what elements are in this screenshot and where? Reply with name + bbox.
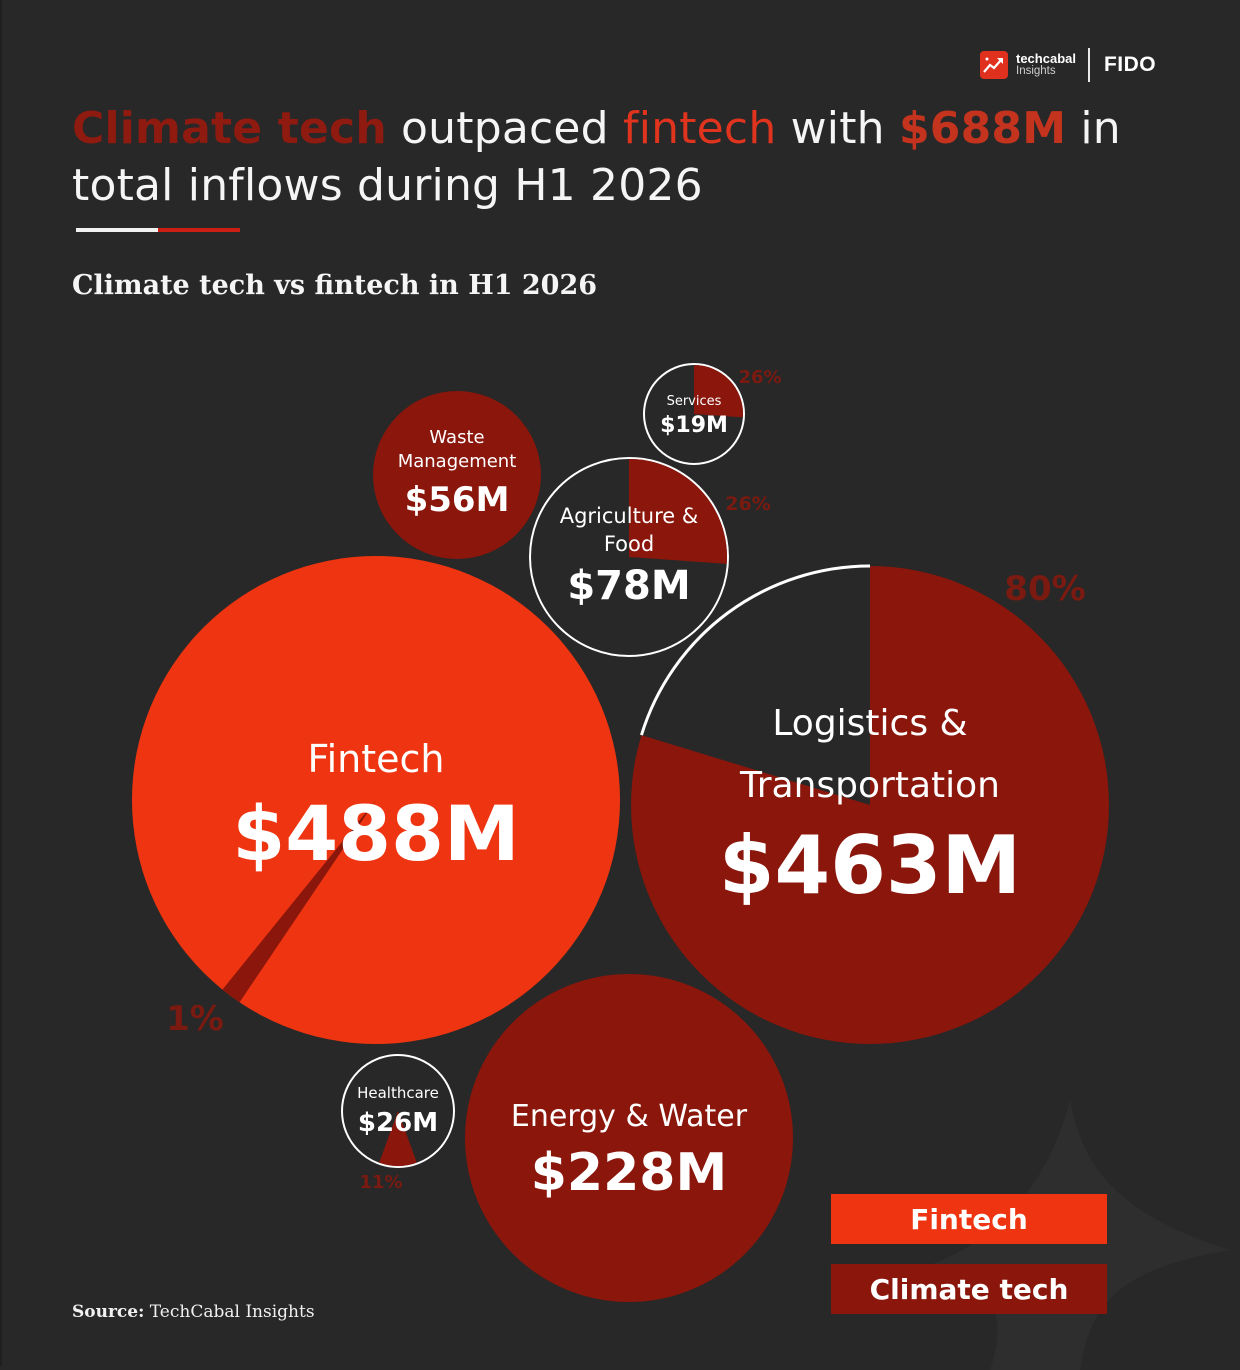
bubble-services-label: Services — [667, 394, 722, 409]
headline-part-amount: $688M — [898, 103, 1067, 154]
bubble-healthcare-value: $26M — [358, 1108, 438, 1138]
bubble-agriculture-value: $78M — [567, 563, 690, 609]
bubble-fintech-share-wedge — [222, 800, 376, 1003]
brand-lockup: techcabal Insights FIDO — [980, 48, 1156, 82]
bubble-logistics-outline — [640, 564, 871, 736]
bubble-healthcare-share-wedge — [379, 1111, 417, 1166]
bubble-energy — [465, 974, 793, 1302]
legend-climate-tech: Climate tech — [831, 1264, 1107, 1314]
source-text: TechCabal Insights — [144, 1302, 315, 1322]
brand-text: techcabal Insights — [1016, 52, 1076, 78]
bubble-services-share-wedge — [694, 365, 743, 418]
bubble-fintech-share-label: 1% — [166, 999, 224, 1039]
bubble-waste-value: $56M — [405, 480, 510, 520]
brand-divider — [1087, 48, 1090, 82]
headline-underline-red — [158, 228, 240, 232]
techcabal-logo-icon — [980, 51, 1008, 79]
bubble-fintech-label: Fintech — [308, 737, 445, 781]
bubble-agriculture-share-label: 26% — [725, 493, 770, 515]
bubble-fintech-value: $488M — [232, 789, 519, 878]
partner-logo: FIDO — [1103, 53, 1157, 76]
headline-part-4: with — [776, 103, 899, 154]
bubble-services-share-label: 26% — [738, 367, 781, 388]
headline-part-6: in total inflows during H1 2026 — [72, 103, 1121, 211]
bubble-logistics-value: $463M — [719, 819, 1021, 912]
headline-part-fintech: fintech — [623, 103, 777, 154]
bubble-logistics-share-label: 80% — [1004, 569, 1085, 609]
source-label: Source: — [72, 1302, 145, 1322]
chart-subtitle: Climate tech vs fintech in H1 2026 — [72, 270, 598, 301]
bubble-agriculture-label-line: Food — [604, 532, 654, 556]
headline-part-climate: Climate tech — [72, 103, 387, 154]
frame-edge — [0, 0, 2, 1366]
bubble-energy-value: $228M — [531, 1143, 727, 1203]
bubble-agriculture-share-wedge — [629, 459, 727, 564]
bubble-agriculture-label-line: Agriculture & — [560, 504, 699, 528]
brand-name: techcabal — [1016, 51, 1076, 66]
bubble-waste — [373, 391, 541, 559]
bubble-waste-label-line: Management — [398, 451, 517, 472]
headline-part-2: outpaced — [386, 103, 623, 154]
brand-sub: Insights — [1016, 65, 1056, 77]
headline-underline-white — [76, 228, 158, 232]
headline: Climate tech outpaced fintech with $688M… — [72, 100, 1152, 214]
bubble-healthcare-label: Healthcare — [357, 1084, 439, 1102]
bubble-services-value: $19M — [660, 413, 728, 438]
source-note: Source: TechCabal Insights — [72, 1302, 315, 1322]
bubble-logistics-label-line: Logistics & — [772, 703, 967, 744]
bubble-healthcare-share-label: 11% — [359, 1172, 402, 1193]
bubble-logistics-remainder — [640, 565, 870, 805]
bubble-logistics-label-line: Transportation — [739, 765, 1000, 806]
legend-fintech: Fintech — [831, 1194, 1107, 1244]
bubble-energy-label: Energy & Water — [511, 1099, 748, 1134]
bubble-waste-label-line: Waste — [429, 427, 484, 448]
